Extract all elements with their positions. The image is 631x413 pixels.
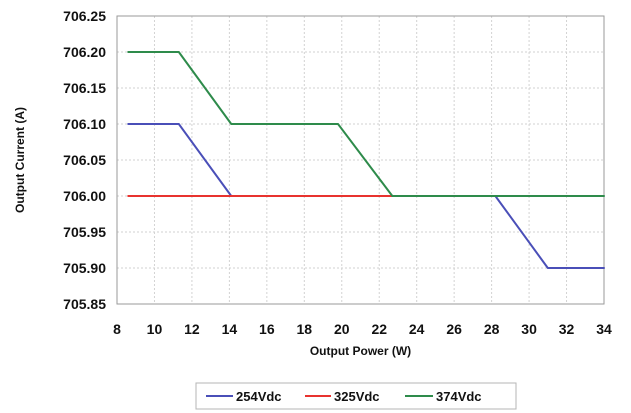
y-tick-label: 706.20 [63,44,106,60]
x-tick-label: 24 [409,321,425,337]
series-line-374vdc [127,51,605,197]
legend-box [195,382,517,410]
legend: 254Vdc 325Vdc 374Vdc [195,382,517,410]
x-tick-label: 16 [259,321,275,337]
y-axis-ticks: 705.85 705.90 705.95 706.00 706.05 706.10 706.… [63,8,106,312]
series-lines [127,51,605,269]
plot-area-frame [116,15,605,305]
grid [117,16,604,304]
x-tick-label: 28 [484,321,500,337]
x-tick-label: 14 [222,321,238,337]
x-tick-label: 26 [446,321,462,337]
y-tick-label: 705.95 [63,224,106,240]
legend-label-325vdc: 325Vdc [334,389,380,404]
x-tick-label: 18 [297,321,313,337]
legend-label-374vdc: 374Vdc [436,389,482,404]
y-tick-label: 706.10 [63,116,106,132]
x-tick-label: 32 [559,321,575,337]
legend-label-254vdc: 254Vdc [236,389,282,404]
y-tick-label: 705.90 [63,260,106,276]
x-axis-ticks: 8 10 12 14 16 18 20 22 24 26 28 30 32 34 [113,321,612,337]
y-tick-label: 706.00 [63,188,106,204]
y-axis-title: Output Current (A) [13,107,27,213]
x-tick-label: 20 [334,321,350,337]
x-tick-label: 30 [521,321,537,337]
y-tick-label: 706.25 [63,8,106,24]
x-tick-label: 12 [184,321,200,337]
x-tick-label: 34 [596,321,612,337]
x-tick-label: 10 [147,321,163,337]
x-tick-label: 22 [371,321,387,337]
y-tick-label: 705.85 [63,296,106,312]
x-tick-label: 8 [113,321,121,337]
y-tick-label: 706.05 [63,152,106,168]
x-axis-title: Output Power (W) [310,344,411,358]
y-tick-label: 706.15 [63,80,106,96]
